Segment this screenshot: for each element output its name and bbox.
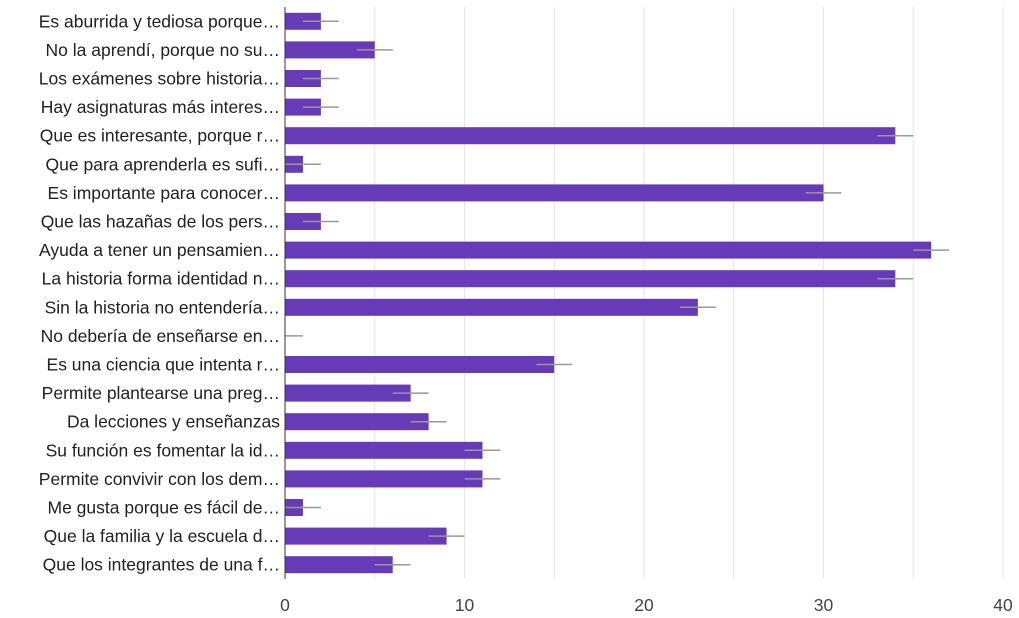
category-label: Permite plantearse una preg… [42, 383, 280, 403]
x-tick-label: 30 [814, 595, 834, 615]
category-label: Ayuda a tener un pensamien… [39, 240, 280, 260]
category-label: Me gusta porque es fácil de… [48, 498, 281, 518]
bar[interactable] [285, 298, 698, 316]
bar[interactable] [285, 556, 393, 574]
bar[interactable] [285, 127, 896, 145]
x-tick-label: 0 [280, 595, 290, 615]
category-label: Los exámenes sobre historia… [39, 69, 280, 89]
bar[interactable] [285, 241, 932, 259]
bar[interactable] [285, 470, 483, 488]
category-label: No la aprendí, porque no su… [46, 40, 280, 60]
category-label: Sin la historia no entendería… [45, 297, 280, 317]
category-label: Da lecciones y enseñanzas [67, 412, 280, 432]
error-bars-group [285, 20, 950, 566]
grid-lines [374, 7, 1004, 579]
bar[interactable] [285, 384, 411, 402]
category-label: Es importante para conocer… [48, 183, 280, 203]
category-label: La historia forma identidad n… [42, 269, 280, 289]
category-label: Que la familia y la escuela d… [44, 526, 280, 546]
x-tick-label: 20 [634, 595, 654, 615]
x-tick-label: 40 [993, 595, 1013, 615]
category-label: Es una ciencia que intenta r… [47, 355, 280, 375]
bar[interactable] [285, 184, 824, 202]
category-label: Que es interesante, porque r… [40, 126, 280, 146]
category-label: No debería de enseñarse en… [41, 326, 280, 346]
bar[interactable] [285, 41, 375, 59]
category-label: Hay asignaturas más interes… [41, 97, 280, 117]
category-label: Que las hazañas de los pers… [41, 212, 280, 232]
category-label: Su función es fomentar la id… [46, 440, 280, 460]
bar[interactable] [285, 270, 896, 288]
bar[interactable] [285, 356, 555, 373]
category-label: Que para aprenderla es sufi… [46, 154, 280, 174]
bars-group [285, 12, 932, 574]
x-tick-label: 10 [455, 595, 475, 615]
x-tick-labels: 0 10 20 30 40 [280, 595, 1013, 615]
category-label: Que los integrantes de una f… [43, 555, 280, 575]
category-label: Es aburrida y tediosa porque… [39, 11, 280, 31]
bar[interactable] [285, 413, 429, 431]
bar[interactable] [285, 441, 483, 459]
bar[interactable] [285, 527, 447, 545]
category-labels: Es aburrida y tediosa porque… No la apren… [39, 11, 280, 574]
category-label: Permite convivir con los dem… [39, 469, 280, 489]
